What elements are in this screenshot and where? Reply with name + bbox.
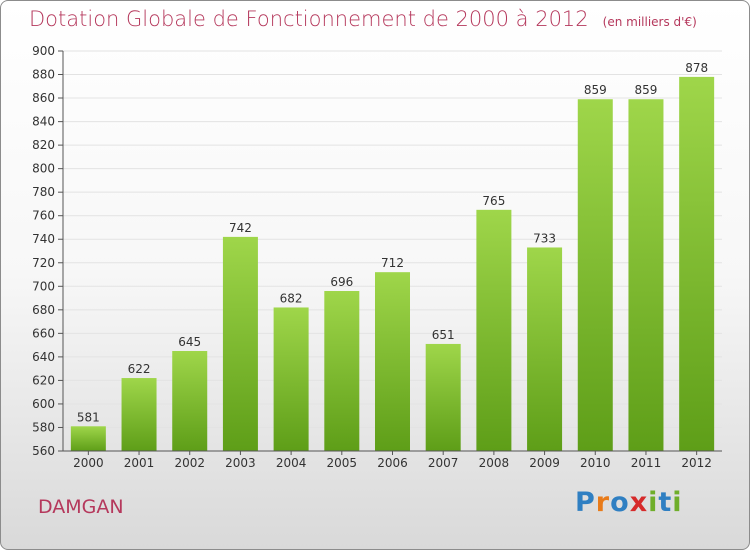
- data-label: 696: [330, 275, 353, 289]
- y-tick-label: 620: [32, 373, 55, 387]
- x-tick-label: 2007: [428, 456, 459, 470]
- y-tick-label: 840: [32, 115, 55, 129]
- bar: [375, 272, 410, 451]
- y-tick-label: 780: [32, 185, 55, 199]
- logo-letter: i: [672, 487, 683, 518]
- x-tick-label: 2004: [276, 456, 307, 470]
- bar: [222, 236, 258, 451]
- logo-letter: P: [575, 487, 596, 518]
- bar: [527, 247, 563, 451]
- y-tick-label: 760: [32, 209, 55, 223]
- logo-letter: i: [648, 487, 659, 518]
- x-tick-label: 2011: [631, 456, 662, 470]
- data-label: 581: [77, 410, 100, 424]
- x-tick-label: 2005: [327, 456, 358, 470]
- data-label: 878: [685, 61, 708, 75]
- data-label: 622: [128, 362, 151, 376]
- bar: [679, 76, 715, 451]
- y-tick-label: 660: [32, 326, 55, 340]
- data-label: 682: [280, 291, 303, 305]
- x-tick-label: 2006: [377, 456, 408, 470]
- labels: 560 580 600 620 640 660 680 700 720 740 760 780 800 8…: [32, 44, 712, 470]
- y-tick-label: 700: [32, 279, 55, 293]
- data-label: 733: [533, 231, 556, 245]
- y-tick-label: 820: [32, 138, 55, 152]
- y-tick-label: 860: [32, 91, 55, 105]
- logo-letter: t: [658, 487, 673, 518]
- x-tick-label: 2010: [580, 456, 611, 470]
- title-text: Dotation Globale de Fonctionnement de 20…: [29, 7, 589, 31]
- y-tick-label: 740: [32, 232, 55, 246]
- bars: [70, 76, 715, 451]
- y-tick-label: 800: [32, 162, 55, 176]
- bar: [273, 307, 309, 451]
- bar: [172, 351, 208, 451]
- bar: [324, 291, 360, 451]
- bar: [70, 426, 106, 451]
- x-tick-label: 2000: [73, 456, 104, 470]
- logo-letter: o: [610, 487, 630, 518]
- data-label: 742: [229, 221, 252, 235]
- commune-name: DAMGAN: [38, 496, 124, 518]
- bar: [628, 99, 664, 451]
- bar: [476, 209, 512, 451]
- logo-letter: x: [629, 487, 649, 518]
- data-label: 859: [584, 83, 607, 97]
- data-label: 765: [482, 194, 505, 208]
- x-tick-label: 2012: [681, 456, 712, 470]
- bar: [121, 378, 157, 451]
- y-tick-label: 680: [32, 303, 55, 317]
- logo-letter: r: [595, 487, 611, 518]
- proxiti-logo: Proxiti: [575, 487, 683, 518]
- x-tick-label: 2001: [124, 456, 155, 470]
- y-tick-label: 880: [32, 68, 55, 82]
- x-tick-label: 2009: [529, 456, 560, 470]
- y-tick-label: 640: [32, 350, 55, 364]
- y-tick-label: 900: [32, 44, 55, 58]
- axes: [58, 50, 722, 455]
- data-label: 859: [635, 83, 658, 97]
- x-tick-label: 2003: [225, 456, 256, 470]
- x-tick-label: 2008: [479, 456, 510, 470]
- bar: [425, 343, 461, 451]
- bar: [577, 99, 613, 451]
- data-label: 712: [381, 256, 404, 270]
- chart-title: Dotation Globale de Fonctionnement de 20…: [29, 7, 697, 31]
- y-tick-label: 600: [32, 397, 55, 411]
- x-tick-label: 2002: [174, 456, 205, 470]
- data-label: 651: [432, 328, 455, 342]
- unit-text: (en milliers d'€): [602, 15, 697, 29]
- y-tick-label: 560: [32, 444, 55, 458]
- data-label: 645: [178, 335, 201, 349]
- y-tick-label: 580: [32, 420, 55, 434]
- y-tick-label: 720: [32, 256, 55, 270]
